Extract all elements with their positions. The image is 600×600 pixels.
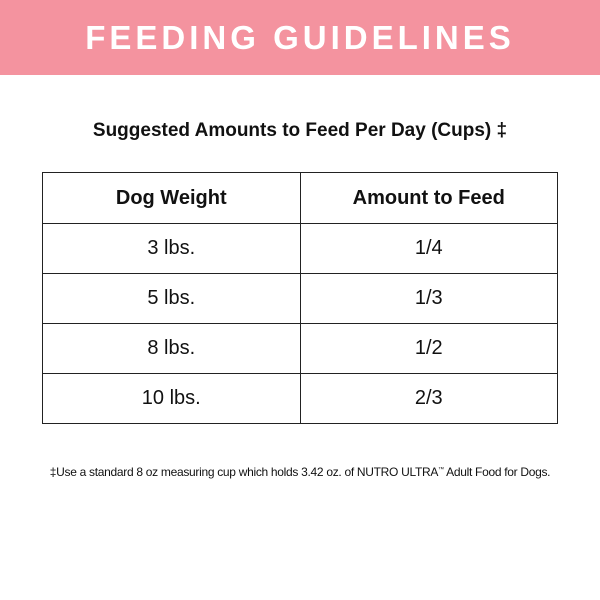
header-row: Dog Weight Amount to Feed bbox=[42, 172, 558, 224]
dog-weight: 5 lbs. bbox=[42, 273, 301, 324]
footnote: ‡Use a standard 8 oz measuring cup which… bbox=[0, 465, 600, 479]
dog-weight: 10 lbs. bbox=[42, 373, 301, 424]
table-row: 10 lbs. 2/3 bbox=[42, 373, 558, 424]
table-body: 3 lbs. 1/4 5 lbs. 1/3 8 lbs. 1/2 10 lbs. 2/3 bbox=[42, 223, 558, 424]
column-header: Amount to Feed bbox=[299, 172, 558, 224]
table-row: 8 lbs. 1/2 bbox=[42, 323, 558, 374]
trademark: ™ bbox=[438, 467, 444, 473]
dog-weight: 8 lbs. bbox=[42, 323, 301, 374]
header-band: FEEDING GUIDELINES bbox=[0, 0, 600, 75]
column-header: Dog Weight bbox=[42, 172, 301, 224]
amount: 2/3 bbox=[299, 373, 558, 424]
table-row: 5 lbs. 1/3 bbox=[42, 273, 558, 324]
amount: 1/3 bbox=[299, 273, 558, 324]
subtitle: Suggested Amounts to Feed Per Day (Cups)… bbox=[92, 120, 508, 141]
table-row: 3 lbs. 1/4 bbox=[42, 223, 558, 274]
dog-weight: 3 lbs. bbox=[42, 223, 301, 274]
amount: 1/4 bbox=[299, 223, 558, 274]
feeding-table: Dog Weight Amount to Feed 3 lbs. 1/4 5 lbs… bbox=[42, 172, 558, 424]
footnote-tail: Adult Food for Dogs. bbox=[443, 465, 551, 479]
footnote-text: ‡Use a standard 8 oz measuring cup which… bbox=[49, 465, 439, 479]
title: FEEDING GUIDELINES bbox=[85, 19, 515, 56]
amount: 1/2 bbox=[299, 323, 558, 374]
